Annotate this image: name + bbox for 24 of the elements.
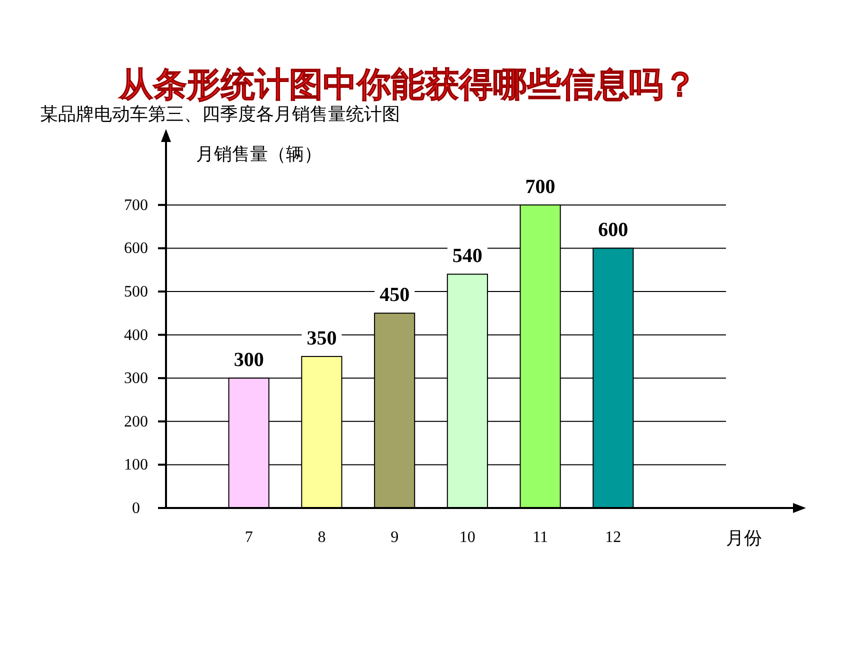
y-tick-label: 300 <box>124 370 148 388</box>
x-tick-label: 8 <box>318 529 326 546</box>
x-tick-label: 11 <box>532 529 548 546</box>
x-tick-label: 9 <box>390 529 399 546</box>
data-label: 300 <box>234 349 264 372</box>
x-tick-label: 7 <box>244 529 253 546</box>
data-label: 450 <box>380 284 410 306</box>
data-label: 700 <box>525 176 556 198</box>
chart-title: 从条形统计图中你能获得哪些信息吗？ <box>118 65 697 105</box>
y-tick-label: 200 <box>124 413 148 430</box>
x-axis-title: 月份 <box>726 528 762 549</box>
y-tick-label: 0 <box>132 500 140 517</box>
data-label: 350 <box>306 327 337 350</box>
y-tick-label: 600 <box>124 240 148 258</box>
y-axis-title: 月销售量（辆） <box>196 144 322 165</box>
x-tick-label: 10 <box>459 529 476 546</box>
y-tick-label: 500 <box>124 284 148 301</box>
x-tick-label: 12 <box>605 529 622 546</box>
y-tick-label: 700 <box>124 196 148 214</box>
y-tick-label: 400 <box>124 326 148 344</box>
data-label: 540 <box>452 245 482 268</box>
y-tick-label: 100 <box>124 456 148 474</box>
chart-subtitle: 某品牌电动车第三、四季度各月销售量统计图 <box>40 104 400 125</box>
data-label: 600 <box>598 219 628 242</box>
